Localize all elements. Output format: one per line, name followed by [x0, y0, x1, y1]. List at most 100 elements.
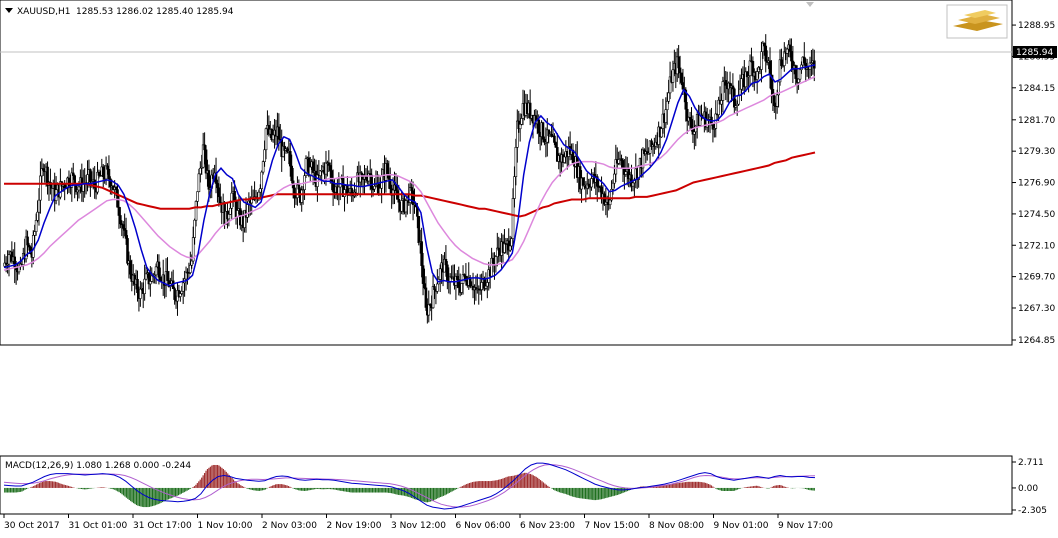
symbol-dropdown-icon[interactable]	[5, 8, 13, 13]
time-tick-label: 2 Nov 03:00	[262, 521, 317, 531]
candle-body	[207, 170, 211, 190]
candle-body	[518, 124, 522, 130]
candle-body	[196, 191, 199, 202]
candle-body	[63, 184, 66, 189]
candle-body	[36, 211, 39, 221]
candle-body	[724, 80, 728, 86]
candle-body	[350, 188, 353, 194]
candle-body	[150, 275, 154, 282]
price-chart-pane[interactable]: XAUUSD,H1 1285.53 1286.02 1285.40 1285.9…	[0, 0, 1013, 346]
candle-body	[119, 215, 122, 225]
candle-body	[693, 131, 696, 135]
time-tick-label: 8 Nov 08:00	[649, 521, 704, 531]
gold-bars-icon	[946, 4, 1008, 39]
candle-body	[541, 122, 545, 140]
candle-body	[67, 177, 71, 187]
candle-body	[685, 108, 689, 122]
macd-axis[interactable]: 2.711 0.00 -2.305	[1012, 458, 1047, 516]
candle-body	[33, 231, 36, 236]
candle-body	[204, 149, 208, 174]
candle-body	[684, 89, 688, 110]
time-tick-label: 9 Nov 01:00	[714, 521, 769, 531]
candle-body	[587, 183, 590, 187]
candle-body	[124, 230, 128, 239]
candle-body	[179, 293, 182, 297]
candle-body	[513, 176, 516, 199]
candle-body	[624, 171, 628, 175]
candle-body	[444, 259, 448, 266]
candle-body	[446, 264, 449, 282]
candle-body	[293, 187, 296, 199]
candle-body	[660, 128, 663, 138]
candle-body	[327, 162, 331, 166]
candle-body	[157, 261, 161, 278]
candle-body	[484, 285, 488, 289]
candle-body	[290, 165, 294, 182]
candle-body	[193, 219, 196, 238]
candle-body	[748, 60, 752, 76]
candle-body	[764, 45, 768, 62]
candle-body	[338, 176, 342, 188]
candle-body	[199, 167, 202, 175]
candle-body	[681, 82, 685, 90]
candle-body	[126, 238, 129, 264]
candle-body	[411, 190, 415, 206]
candle-body	[514, 147, 518, 177]
price-axis[interactable]: 1288.951286.551284.151281.701279.301276.…	[1012, 21, 1055, 346]
candle-body	[721, 81, 725, 101]
candle-body	[136, 278, 139, 293]
candle-body	[775, 94, 779, 107]
candle-body	[227, 214, 231, 220]
candle-body	[181, 282, 185, 292]
candle-body	[26, 236, 29, 246]
candle-body	[149, 281, 152, 285]
candle-body	[343, 189, 346, 197]
time-axis[interactable]: 30 Oct 2017 31 Oct 01:00 31 Oct 17:00 1 Nov…	[3, 514, 833, 531]
candle-body	[641, 149, 645, 169]
candle-body	[503, 243, 506, 253]
time-tick-label: 31 Oct 17:00	[133, 521, 192, 531]
candle-body	[543, 138, 546, 143]
candle-body	[608, 199, 612, 206]
candle-body	[790, 51, 793, 62]
candle-body	[510, 238, 513, 247]
candle-body	[297, 184, 301, 190]
candle-body	[491, 257, 495, 264]
candle-body	[768, 60, 772, 76]
candle-body	[740, 78, 743, 90]
candle-body	[129, 260, 132, 275]
candle-body	[37, 199, 41, 213]
candle-body	[755, 71, 759, 80]
candle-body	[154, 266, 158, 276]
candle-body	[528, 102, 532, 119]
candle-body	[720, 100, 723, 105]
candle-body	[433, 286, 436, 290]
candle-body	[386, 163, 389, 175]
candle-body	[97, 171, 101, 176]
macd-pane[interactable]: MACD(12,26,9) 1.080 1.268 0.000 -0.244	[0, 455, 1013, 515]
slow-ma-line	[4, 151, 816, 218]
time-tick-label: 7 Nov 15:00	[585, 521, 640, 531]
time-tick-label: 1 Nov 10:00	[198, 521, 253, 531]
candle-body	[798, 69, 802, 80]
candle-body	[400, 200, 403, 212]
candle-body	[436, 283, 439, 292]
candle-body	[197, 173, 201, 193]
candle-body	[773, 95, 776, 106]
candle-body	[216, 183, 219, 189]
candle-body	[417, 216, 421, 243]
candle-body	[107, 169, 111, 180]
candle-body	[760, 51, 763, 70]
candle-body	[159, 276, 162, 281]
candle-body	[797, 78, 800, 83]
candle-body	[508, 245, 512, 251]
chart-shift-marker-icon[interactable]	[806, 2, 814, 7]
candle-body	[423, 283, 426, 289]
candle-body	[194, 201, 198, 221]
candle-body	[180, 290, 184, 294]
candle-body	[27, 244, 31, 248]
candle-body	[13, 256, 17, 269]
candle-body	[611, 182, 615, 190]
price-tick-label: 1272.10	[1018, 241, 1055, 251]
